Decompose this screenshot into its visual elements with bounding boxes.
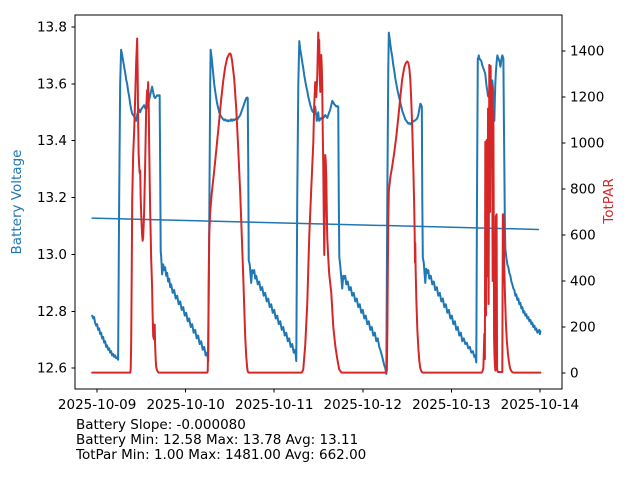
left-tick-label: 12.6 xyxy=(37,361,67,377)
right-tick-label: 1200 xyxy=(570,90,604,106)
right-tick-label: 1400 xyxy=(570,44,604,60)
right-axis-ticks: 0 200 400 600 800 1000 1200 1400 xyxy=(562,44,604,381)
x-tick-label: 2025-10-09 xyxy=(58,397,136,413)
plot-border xyxy=(74,14,563,390)
footer-battery-stats: Battery Min: 12.58 Max: 13.78 Avg: 13.11 xyxy=(76,432,358,448)
right-tick-label: 400 xyxy=(570,273,596,289)
footer-totpar-stats: TotPar Min: 1.00 Max: 1481.00 Avg: 662.0… xyxy=(75,447,366,463)
right-axis-label: TotPAR xyxy=(601,178,617,224)
left-axis-label: Battery Voltage xyxy=(9,150,25,255)
x-tick-label: 2025-10-10 xyxy=(146,397,224,413)
x-tick-label: 2025-10-12 xyxy=(324,397,402,413)
left-tick-label: 13.0 xyxy=(37,247,67,263)
x-axis-ticks: 2025-10-09 2025-10-10 2025-10-11 2025-10-12… xyxy=(58,389,579,413)
right-tick-label: 200 xyxy=(570,319,596,335)
left-tick-label: 13.2 xyxy=(37,190,67,206)
left-tick-label: 13.4 xyxy=(37,133,67,149)
right-tick-label: 600 xyxy=(570,227,596,243)
series-group xyxy=(91,31,542,375)
x-tick-label: 2025-10-14 xyxy=(501,397,579,413)
series-battery-voltage xyxy=(91,31,542,375)
left-tick-label: 12.8 xyxy=(37,304,67,320)
left-tick-label: 13.6 xyxy=(37,76,67,92)
right-tick-label: 1000 xyxy=(570,136,604,152)
series-battery-trend xyxy=(91,217,540,231)
series-totpar xyxy=(91,31,542,374)
x-tick-label: 2025-10-13 xyxy=(412,397,490,413)
x-tick-label: 2025-10-11 xyxy=(235,397,313,413)
left-axis-ticks: 12.6 12.8 13.0 13.2 13.4 13.6 13.8 xyxy=(37,19,75,377)
footer-battery-slope: Battery Slope: -0.000080 xyxy=(76,417,246,433)
left-tick-label: 13.8 xyxy=(37,19,67,35)
right-tick-label: 0 xyxy=(570,365,579,381)
right-tick-label: 800 xyxy=(570,182,596,198)
